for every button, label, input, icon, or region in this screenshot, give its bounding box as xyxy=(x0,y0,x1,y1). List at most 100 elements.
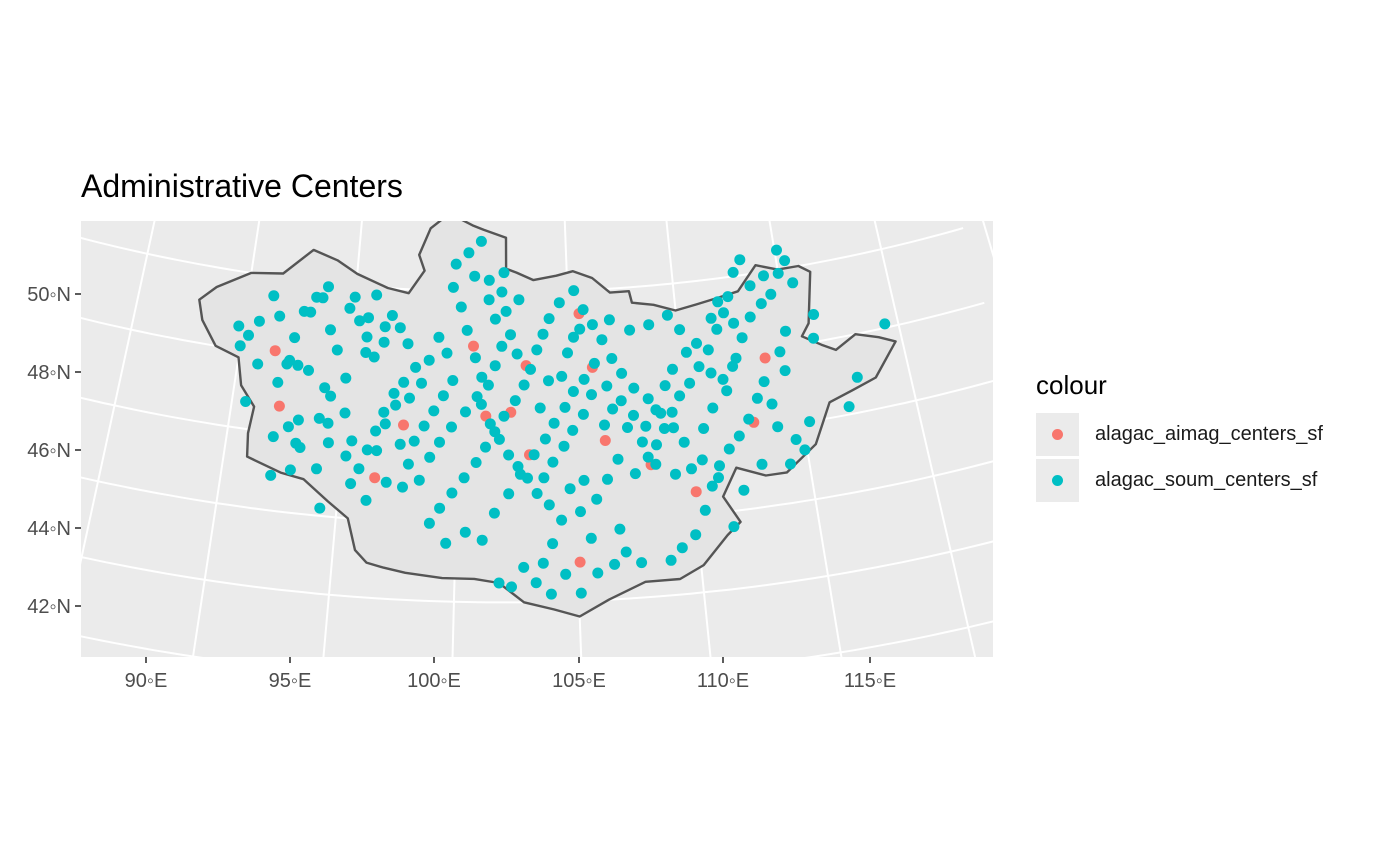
data-point xyxy=(722,291,734,303)
data-point xyxy=(325,390,337,402)
data-point xyxy=(252,358,264,370)
data-point xyxy=(489,360,501,372)
data-point xyxy=(461,324,473,336)
data-point xyxy=(693,361,705,373)
data-point xyxy=(603,314,615,326)
data-point xyxy=(361,331,373,343)
data-point xyxy=(458,472,470,484)
gridline-lon xyxy=(191,221,261,657)
data-point xyxy=(575,587,587,599)
data-point xyxy=(640,420,652,432)
data-point xyxy=(736,332,748,344)
data-point xyxy=(505,329,516,341)
data-point xyxy=(476,534,488,546)
data-point xyxy=(585,532,597,544)
data-point xyxy=(289,332,301,344)
data-point xyxy=(602,473,613,485)
data-point xyxy=(624,324,636,336)
data-point xyxy=(658,423,670,434)
data-point xyxy=(686,463,697,475)
data-point xyxy=(568,285,580,297)
legend: colour alagac_aimag_centers_sf alagac_so… xyxy=(1036,370,1323,503)
data-point xyxy=(402,458,414,470)
data-point xyxy=(531,488,543,499)
data-point xyxy=(787,277,799,289)
data-point xyxy=(705,312,717,324)
data-point xyxy=(642,451,654,463)
data-point xyxy=(698,423,710,434)
data-point xyxy=(282,421,294,433)
data-point xyxy=(528,449,540,461)
data-point xyxy=(371,445,383,457)
data-point xyxy=(759,352,771,364)
data-point xyxy=(354,315,366,327)
data-point xyxy=(723,443,735,455)
data-point xyxy=(284,354,296,366)
data-point xyxy=(785,458,796,470)
data-point xyxy=(586,389,597,401)
data-point xyxy=(559,401,571,413)
data-point xyxy=(696,454,708,466)
data-point xyxy=(727,360,739,372)
gridline-lat xyxy=(87,79,920,137)
data-point xyxy=(567,386,579,397)
x-tick-label: 105◦E xyxy=(552,670,606,692)
data-point xyxy=(599,435,611,446)
data-point xyxy=(609,558,621,570)
data-point xyxy=(369,472,381,484)
legend-title: colour xyxy=(1036,370,1107,400)
data-point xyxy=(712,296,724,308)
x-tick-label: 100◦E xyxy=(407,670,461,692)
data-point xyxy=(292,414,304,426)
data-point xyxy=(705,367,717,379)
data-point xyxy=(234,340,246,352)
y-tick-label: 42◦N xyxy=(27,596,71,618)
data-point xyxy=(267,431,279,443)
data-point xyxy=(380,476,392,488)
data-point xyxy=(319,382,331,394)
data-point xyxy=(441,347,453,359)
data-point xyxy=(531,344,543,356)
data-point xyxy=(272,376,284,388)
data-point xyxy=(468,340,479,352)
data-point xyxy=(388,387,400,399)
data-point xyxy=(339,407,351,419)
data-point xyxy=(599,419,610,431)
data-point xyxy=(363,312,374,324)
data-point xyxy=(459,526,471,538)
plot-title: Administrative Centers xyxy=(81,168,403,204)
data-point xyxy=(643,319,655,331)
data-point xyxy=(616,367,628,379)
data-point xyxy=(659,380,671,392)
data-point xyxy=(684,377,696,389)
data-point xyxy=(482,379,494,391)
data-point xyxy=(714,460,725,472)
data-point xyxy=(758,376,770,388)
data-point xyxy=(493,577,505,589)
data-point xyxy=(418,420,430,432)
data-point xyxy=(511,348,523,360)
data-point xyxy=(547,456,559,468)
data-point xyxy=(498,267,510,279)
data-point xyxy=(314,502,326,514)
data-point xyxy=(265,469,277,481)
data-point xyxy=(361,444,373,456)
data-point xyxy=(879,318,891,330)
data-point xyxy=(650,458,662,470)
data-point xyxy=(440,537,452,549)
x-tick-label: 115◦E xyxy=(844,670,896,692)
data-point xyxy=(313,412,325,424)
data-point xyxy=(322,417,334,429)
data-point xyxy=(273,400,285,412)
data-point xyxy=(574,323,586,335)
data-point xyxy=(564,483,576,495)
data-point xyxy=(556,370,568,382)
data-point xyxy=(733,430,745,442)
gridline-lat xyxy=(0,751,1111,836)
legend-label-soum: alagac_soum_centers_sf xyxy=(1095,468,1318,491)
data-point xyxy=(476,371,488,383)
data-point xyxy=(661,309,673,321)
data-point xyxy=(568,331,579,343)
data-point xyxy=(553,297,565,309)
data-point xyxy=(774,346,786,358)
